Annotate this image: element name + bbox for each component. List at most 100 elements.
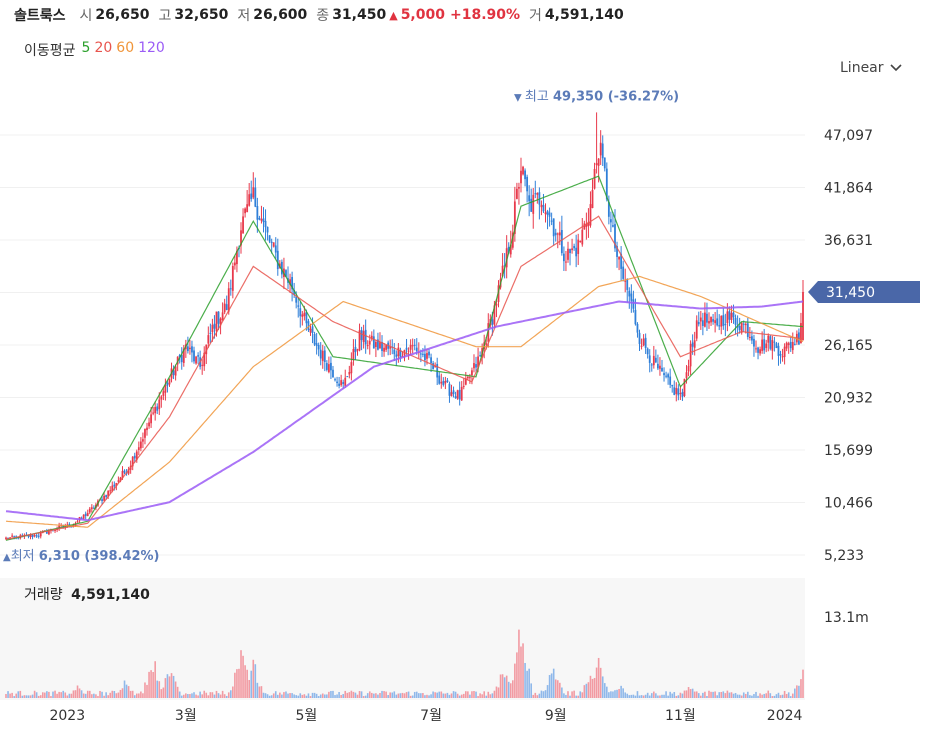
candle-body — [628, 290, 631, 297]
volume-caption-label: 거래량 — [24, 587, 63, 603]
volume-bar — [274, 691, 277, 698]
candle-body — [31, 534, 34, 537]
y-tick-label: 15,699 — [824, 443, 873, 459]
candle-body — [650, 364, 653, 366]
volume-bar — [567, 691, 569, 698]
candle-body — [693, 340, 696, 348]
candle-body — [133, 455, 136, 459]
candle-body — [205, 344, 208, 355]
candle-body — [317, 344, 320, 350]
candle-body — [121, 471, 124, 479]
volume-bar — [33, 690, 36, 698]
candle-body — [661, 367, 663, 372]
volume-bar — [597, 657, 600, 698]
candle-body — [757, 347, 759, 353]
candle-body — [462, 385, 465, 387]
candle-body — [657, 363, 659, 369]
ma-60-toggle[interactable]: 60 — [116, 40, 135, 56]
candle-body — [646, 348, 649, 355]
volume-bar — [82, 693, 85, 698]
candle-body — [505, 248, 508, 268]
candle-body — [438, 375, 441, 384]
volume-bar — [207, 695, 210, 698]
volume-bar — [354, 692, 357, 698]
candle-body — [111, 485, 114, 491]
volume-bar — [771, 696, 774, 698]
candle-body — [215, 311, 218, 332]
candle-body — [701, 320, 704, 326]
scale-selector[interactable]: Linear — [840, 60, 902, 76]
volume-bar — [663, 694, 665, 698]
volume-bar — [54, 690, 56, 698]
candle-body — [473, 363, 475, 369]
candle-body — [115, 482, 118, 486]
volume-bar — [485, 695, 488, 698]
candle-body — [689, 343, 692, 367]
low-marker-arrow-icon: ▲ — [3, 552, 11, 563]
candle-body — [585, 223, 588, 228]
high-price-marker: ▼ 최고 49,350 (-36.27%) — [514, 89, 679, 104]
candle-body — [332, 369, 334, 378]
candle-body — [575, 247, 578, 257]
candle-body — [336, 381, 338, 383]
ma-5-toggle[interactable]: 5 — [81, 40, 91, 56]
volume-bar — [755, 691, 757, 698]
candle-body — [675, 387, 678, 395]
volume-bar — [522, 643, 524, 698]
volume-bar — [536, 695, 539, 698]
candle-body — [479, 355, 482, 357]
volume-bar — [211, 692, 214, 698]
volume-bar — [113, 690, 116, 698]
ma-20-toggle[interactable]: 20 — [94, 40, 113, 56]
candle-body — [389, 346, 392, 349]
volume-bar — [411, 695, 414, 698]
candle-body — [11, 535, 14, 537]
candle-body — [309, 328, 312, 333]
candle-body — [156, 406, 159, 411]
volume-bar — [520, 646, 522, 698]
volume-bar — [708, 690, 710, 698]
volume-bar — [742, 692, 745, 698]
volume-bar — [195, 694, 197, 698]
volume-bar — [313, 692, 316, 698]
change-up-icon: ▲ — [389, 8, 398, 22]
volume-bar — [321, 693, 324, 698]
volume-bar — [550, 673, 553, 698]
volume-bar — [561, 687, 563, 698]
volume-bar — [702, 692, 704, 698]
volume-bar — [601, 676, 604, 698]
candle-body — [691, 342, 694, 347]
volume-bar — [753, 694, 755, 698]
candle-body — [532, 194, 535, 214]
candle-body — [131, 456, 134, 467]
candle-body — [577, 239, 580, 254]
candle-body — [511, 232, 514, 248]
volume-bar — [170, 673, 173, 698]
ma-20-line — [5, 215, 804, 540]
candle-body — [802, 291, 804, 341]
candle-body — [601, 143, 604, 159]
scale-selector-label: Linear — [840, 60, 884, 76]
volume-bar — [178, 691, 181, 698]
volume-bar — [428, 695, 430, 698]
volume-bar — [305, 695, 308, 698]
volume-bar — [693, 691, 696, 698]
volume-bar — [761, 694, 763, 698]
candle-body — [536, 193, 539, 195]
candle-body — [405, 347, 408, 350]
volume-bar — [385, 691, 387, 698]
volume-bar — [109, 692, 112, 698]
candle-body — [669, 376, 672, 385]
candle-body — [767, 335, 770, 343]
candle-body — [421, 353, 424, 355]
volume-bar — [93, 693, 95, 698]
volume-caption-value: 4,591,140 — [71, 587, 150, 603]
volume-bar — [111, 690, 114, 698]
ma-120-toggle[interactable]: 120 — [138, 40, 165, 56]
volume-bar — [342, 694, 344, 698]
volume-bar — [401, 692, 404, 698]
volume-bar — [86, 690, 89, 698]
volume-bar — [763, 693, 765, 698]
candle-body — [728, 311, 731, 320]
